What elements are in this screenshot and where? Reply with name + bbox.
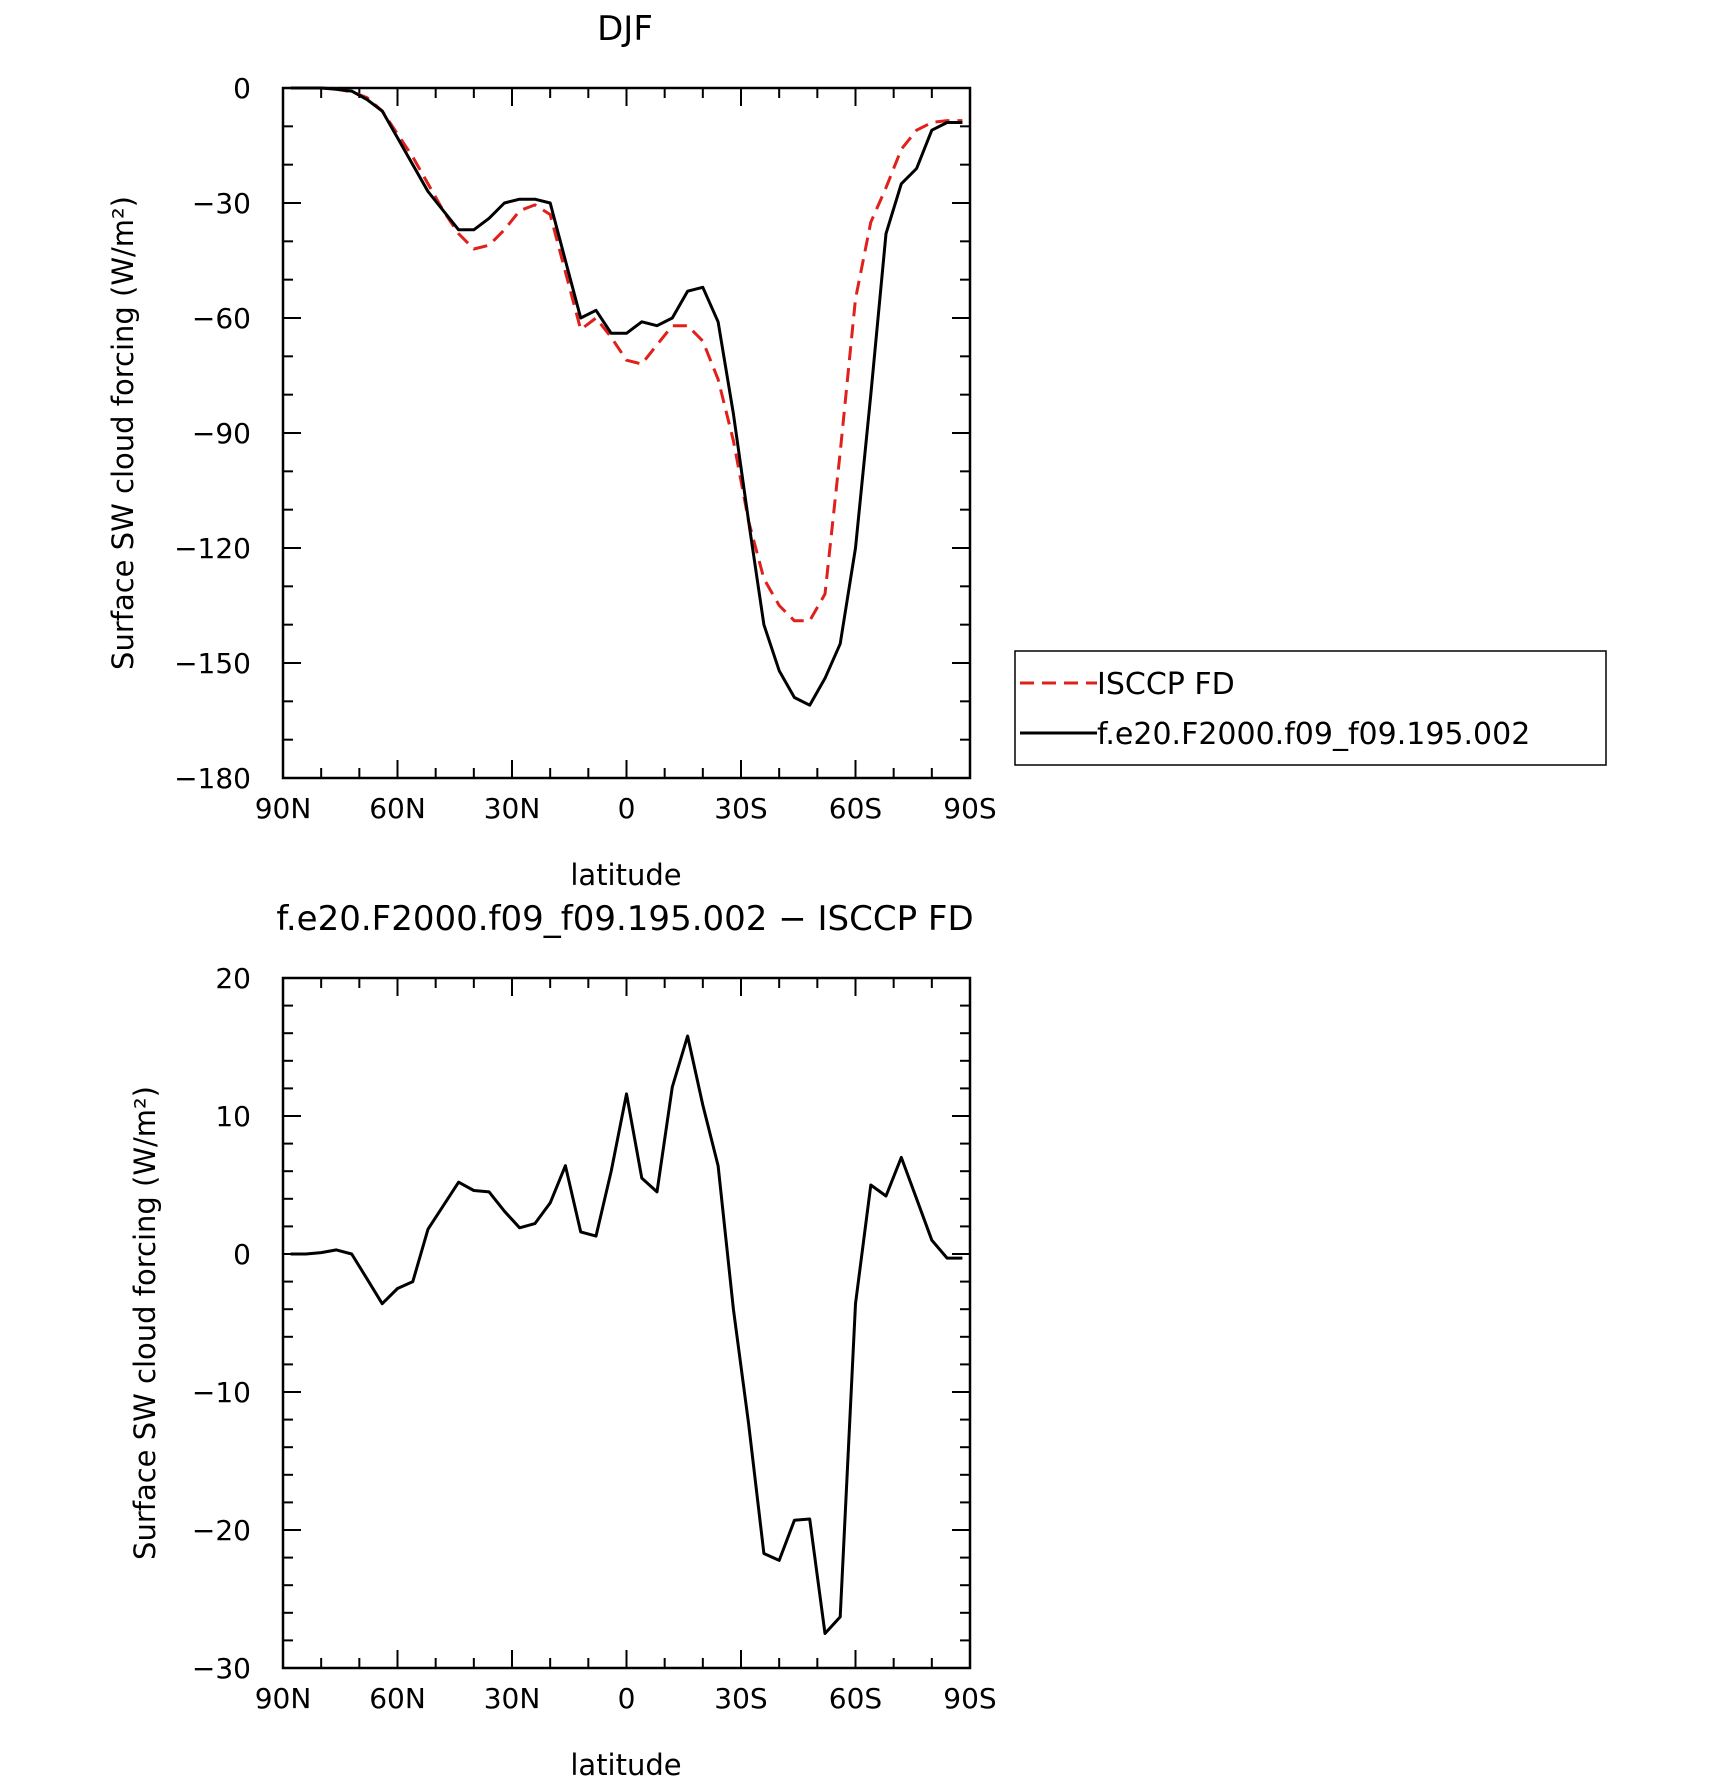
x-tick-label: 90S [943, 1682, 996, 1715]
series-line-isccp-fd [290, 86, 963, 623]
series-lines [290, 86, 963, 707]
chart-difference: f.e20.F2000.f09_f09.195.002 − ISCCP FD 9… [128, 899, 997, 1782]
legend-box [1014, 650, 1607, 766]
chart-title: DJF [597, 9, 653, 49]
x-tick-labels: 90N 60N 30N 0 30S 60S 90S [255, 792, 997, 825]
y-tick-label: −30 [192, 1652, 251, 1685]
y-tick-label: −180 [174, 762, 251, 795]
x-tick-label: 0 [618, 792, 636, 825]
y-tick-label: 10 [215, 1100, 251, 1133]
y-tick-label: 0 [233, 1238, 251, 1271]
x-axis-label: latitude [570, 858, 681, 892]
x-tick-label: 90N [255, 792, 312, 825]
x-tick-label: 60S [829, 1682, 882, 1715]
x-tick-label: 30N [484, 1682, 541, 1715]
x-tick-label: 60N [369, 1682, 426, 1715]
series-line-series [290, 1034, 963, 1635]
y-tick-labels: 0 −30 −60 −90 −120 −150 −180 [174, 72, 251, 795]
x-tick-label: 30S [714, 1682, 767, 1715]
y-tick-label: −20 [192, 1514, 251, 1547]
legend: ISCCP FD f.e20.F2000.f09_f09.195.002 [1014, 650, 1607, 766]
axis-ticks [282, 977, 971, 1669]
x-tick-label: 90S [943, 792, 996, 825]
x-tick-label: 30N [484, 792, 541, 825]
series-lines [290, 1034, 963, 1635]
legend-label-isccp: ISCCP FD [1097, 667, 1235, 702]
x-tick-label: 60S [829, 792, 882, 825]
y-tick-label: 20 [215, 962, 251, 995]
chart-djf: DJF 90N 60N 30N 0 30S 60S 90S 0 −30 −60 −90 −120 −1… [106, 9, 1607, 892]
y-tick-label: 0 [233, 72, 251, 105]
x-tick-label: 0 [618, 1682, 636, 1715]
y-tick-label: −150 [174, 647, 251, 680]
x-tick-label: 90N [255, 1682, 312, 1715]
axis-ticks [282, 87, 971, 779]
x-tick-label: 30S [714, 792, 767, 825]
y-axis-label: Surface SW cloud forcing (W/m²) [106, 196, 140, 670]
x-tick-label: 60N [369, 792, 426, 825]
y-tick-label: −120 [174, 532, 251, 565]
x-axis-label: latitude [570, 1748, 681, 1782]
y-tick-label: −60 [192, 302, 251, 335]
y-tick-label: −90 [192, 417, 251, 450]
y-tick-labels: 20 10 0 −10 −20 −30 [192, 962, 251, 1685]
y-axis-label: Surface SW cloud forcing (W/m²) [128, 1086, 162, 1560]
y-tick-label: −30 [192, 187, 251, 220]
plot-frame [281, 976, 972, 1670]
y-tick-label: −10 [192, 1376, 251, 1409]
series-line-f-e20-f2000-f09-f09-195-002 [290, 86, 963, 707]
legend-label-model: f.e20.F2000.f09_f09.195.002 [1097, 717, 1530, 752]
chart-title: f.e20.F2000.f09_f09.195.002 − ISCCP FD [276, 899, 973, 939]
x-tick-labels: 90N 60N 30N 0 30S 60S 90S [255, 1682, 997, 1715]
